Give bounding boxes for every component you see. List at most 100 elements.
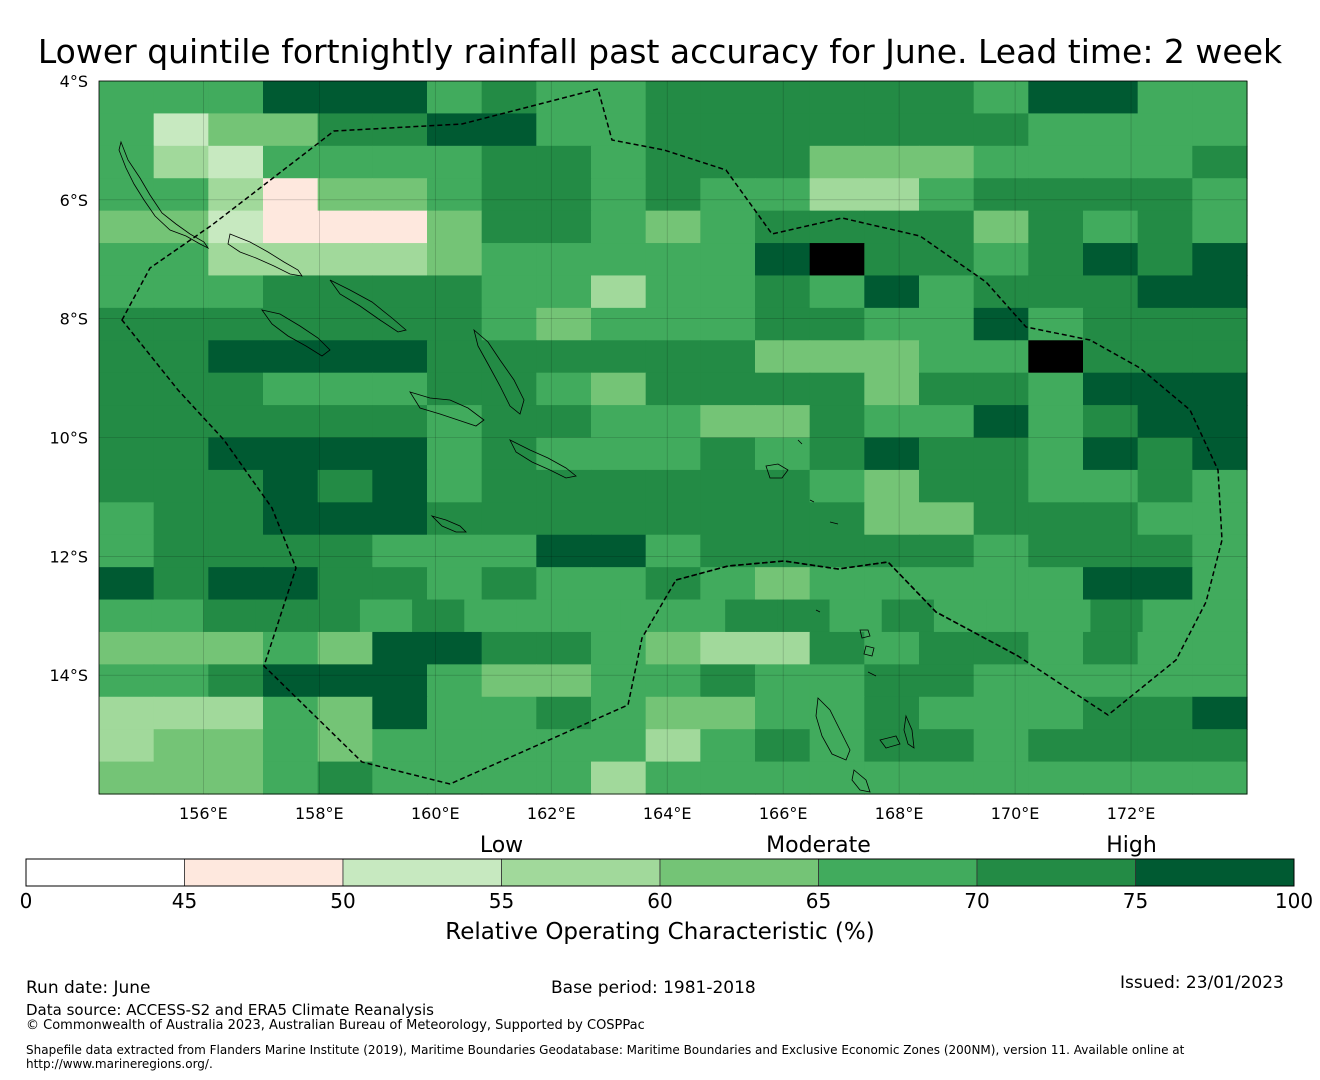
grid-cell [700,307,756,341]
grid-cell [99,405,155,439]
grid-cell [317,469,373,503]
grid-cell [1194,599,1248,633]
coastline-rennell [430,515,467,533]
grid-cell [536,469,592,503]
grid-cell [755,469,811,503]
grid-cell [208,664,264,698]
grid-cell [481,145,537,179]
grid-cell [1028,534,1084,568]
grid-cell [372,567,428,601]
grid-cell [1083,243,1139,277]
grid-cell [1028,405,1084,439]
grid-cell [1192,81,1248,115]
data-source: Data source: ACCESS-S2 and ERA5 Climate … [26,1001,434,1019]
grid-cell [1192,340,1248,374]
grid-cell [153,210,209,244]
grid-cell [317,340,373,374]
grid-cell [427,210,483,244]
grid-cell [864,210,920,244]
grid-cell [536,437,592,471]
grid-cell [536,372,592,406]
grid-cell [829,599,883,633]
grid-cell [1192,178,1248,212]
grid-cell [809,567,865,601]
grid-cell [700,81,756,115]
coastline-ambae [879,735,901,749]
grid-cell [263,729,319,763]
grid-cell [864,81,920,115]
grid-cell [777,599,831,633]
grid-cell [536,567,592,601]
grid-cell [263,437,319,471]
grid-cell [317,145,373,179]
grid-cell [153,405,209,439]
grid-cell [427,534,483,568]
grid-cell [412,599,465,633]
grid-cell [864,502,920,536]
grid-cell [99,729,155,763]
grid-cell [153,372,209,406]
grid-cell [864,729,920,763]
grid-cell [864,437,920,471]
grid-cell [755,405,811,439]
eez-solomon-islands [121,88,1223,785]
grid-cell [700,631,756,665]
grid-cell [99,307,155,341]
coastline-small-islands [797,439,877,677]
grid-cell [919,729,975,763]
colorbar [25,858,1295,887]
grid-cell [263,81,319,115]
grid-cell [1028,729,1084,763]
grid-cell [864,372,920,406]
grid-cell [208,631,264,665]
grid-cell [809,81,865,115]
grid-cell [1028,761,1084,795]
grid-cell [1192,696,1248,730]
grid-cell [1192,469,1248,503]
grid-cell [99,502,155,536]
rainfall-accuracy-grid [99,81,1248,795]
coastline-guadalcanal [409,391,485,427]
grid-cell [208,81,264,115]
grid-cell [864,145,920,179]
grid-cell [99,664,155,698]
grid-cell [645,405,701,439]
issued-date: Issued: 23/01/2023 [1120,973,1284,993]
grid-cell [645,113,701,147]
grid-cell [317,178,373,212]
grid-cell [1028,178,1084,212]
grid-cell [1083,372,1139,406]
grid-cell [536,340,592,374]
grid-cell [591,729,647,763]
grid-cell [645,243,701,277]
grid-cell [427,761,483,795]
grid-cell [645,631,701,665]
grid-cell [1083,275,1139,309]
grid-cell [372,243,428,277]
grid-cell [919,405,975,439]
grid-cell [591,340,647,374]
grid-cell [263,664,319,698]
grid-cell [153,275,209,309]
grid-cell [673,599,726,633]
grid-cell [933,599,987,633]
grid-cell [536,696,592,730]
grid-cell [864,761,920,795]
grid-cell [153,113,209,147]
grid-cell [700,696,756,730]
grid-cell [1137,372,1193,406]
grid-cell [1142,599,1196,633]
grid-cell [591,307,647,341]
coastline-makira [509,439,577,479]
grid-cell [645,534,701,568]
map-title: Lower quintile fortnightly rainfall past… [37,32,1283,71]
grid-cell [809,534,865,568]
grid-cell [973,81,1029,115]
shapefile-credit-line-2: http://www.marineregions.org/. [26,1057,213,1071]
grid-cell [372,534,428,568]
grid-cell [1137,469,1193,503]
grid-cell [372,729,428,763]
grid-cell [809,664,865,698]
grid-cell [427,243,483,277]
grid-cell [1028,372,1084,406]
